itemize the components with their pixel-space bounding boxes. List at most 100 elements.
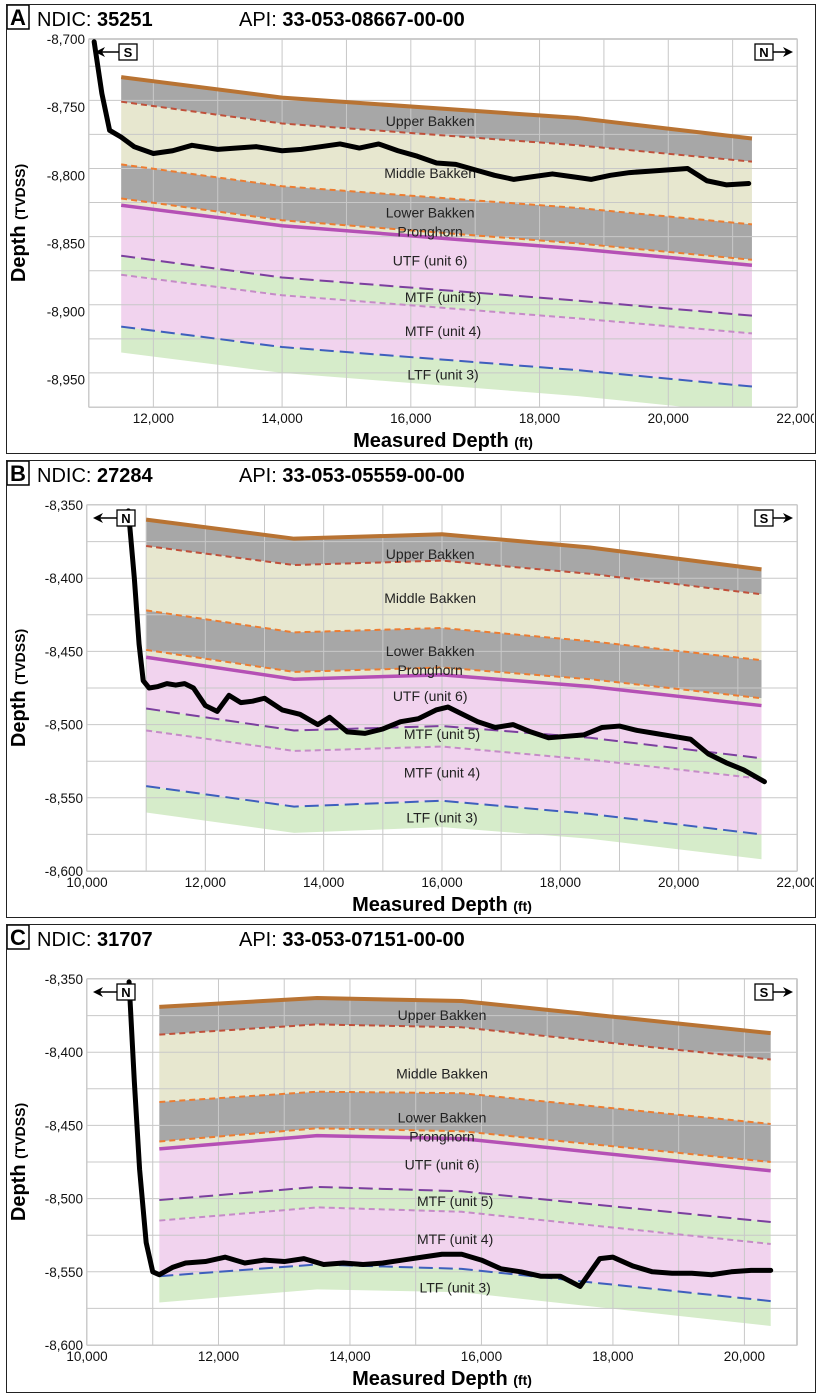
chart-b-svg: Upper Bakken Middle Bakken Lower Bakken Pro… <box>7 461 814 916</box>
unit-label-b-1: Middle Bakken <box>384 590 476 606</box>
y-tick-label-c-2: -8,450 <box>45 1118 83 1133</box>
middle-bakken-band-c <box>159 1024 771 1124</box>
mtf5-base-line-c <box>159 1206 771 1245</box>
y-axis-title-main-c: Depth <box>8 1159 30 1221</box>
y-tick-label-a-3: -8,850 <box>47 236 85 251</box>
direction-left-c: N <box>93 983 136 1001</box>
panel-letter-box-c <box>7 925 30 950</box>
unit-label-a-5: MTF (unit 5) <box>405 289 481 305</box>
upper-bakken-base-line-c <box>159 1023 771 1061</box>
wellbore-path-a <box>91 39 752 188</box>
panel-letter-c: C <box>10 925 26 950</box>
direction-left-label-c: N <box>121 985 130 1000</box>
middle-bakken-base-line-c <box>159 1090 771 1125</box>
header-c: NDIC: 31707 API: 33-053-07151-00-00 <box>37 929 465 951</box>
y-tick-label-c-3: -8,500 <box>45 1192 83 1207</box>
x-axis-title-main-c: Measured Depth <box>352 1368 513 1390</box>
x-tick-label-c-0: 10,000 <box>66 1349 107 1364</box>
y-axis-title-unit-b: (TVDSS) <box>12 629 28 685</box>
unit-label-c-7: LTF (unit 3) <box>419 1279 490 1295</box>
y-tick-label-c-0: -8,350 <box>45 972 83 987</box>
direction-right-label-b: S <box>760 511 769 526</box>
unit-label-c-1: Middle Bakken <box>396 1066 488 1082</box>
mtf4-band-b <box>146 730 762 835</box>
x-tick-label-a-3: 18,000 <box>519 411 560 426</box>
y-tick-label-c-4: -8,550 <box>45 1265 83 1280</box>
y-tick-label-b-3: -8,500 <box>45 718 83 733</box>
pronghorn-line-a <box>120 203 753 267</box>
direction-left-b: N <box>93 509 136 527</box>
upper-bakken-top-line-a <box>120 75 753 141</box>
mtf4-base-line-b <box>146 785 762 836</box>
mtf4-base-line-a <box>121 325 753 388</box>
y-tick-label-a-1: -8,750 <box>47 100 85 115</box>
lower-bakken-band-c <box>159 1091 771 1162</box>
upper-bakken-base-line-b <box>146 545 762 596</box>
unit-label-b-4: UTF (unit 6) <box>393 688 468 704</box>
direction-left-label-a: S <box>124 45 133 60</box>
y-axis-title-a: Depth (TVDSS) <box>8 164 30 282</box>
middle-bakken-base-line-b <box>146 609 762 662</box>
lower-bakken-base-line-a <box>121 197 753 261</box>
x-axis-title-b: Measured Depth (ft) <box>352 894 532 916</box>
unit-label-a-7: LTF (unit 3) <box>407 367 478 383</box>
direction-left-a: S <box>95 43 138 61</box>
direction-left-box-a <box>118 43 138 61</box>
unit-label-a-3: Pronghorn <box>397 224 462 240</box>
api-label-b: API: <box>239 465 282 487</box>
y-tick-label-c-1: -8,400 <box>45 1045 83 1060</box>
x-tick-label-a-4: 20,000 <box>648 411 689 426</box>
y-axis-title-c: Depth (TVDSS) <box>8 1103 30 1221</box>
direction-right-c: S <box>754 983 793 1001</box>
mtf4-base-line-c <box>159 1263 771 1303</box>
direction-left-box-b <box>116 509 136 527</box>
upper-bakken-base-line-a <box>121 100 753 163</box>
unit-label-b-0: Upper Bakken <box>386 546 475 562</box>
pronghorn-band-a <box>121 198 752 266</box>
upper-bakken-top-line-c <box>159 996 771 1036</box>
x-tick-label-a-2: 16,000 <box>390 411 431 426</box>
utf-base-line-b <box>146 707 762 760</box>
x-tick-label-a-0: 12,000 <box>133 411 174 426</box>
unit-label-c-2: Lower Bakken <box>398 1109 487 1125</box>
chart-a-svg: Upper Bakken Middle Bakken Lower Bakken Pro… <box>7 5 814 452</box>
chart-c-svg: Upper Bakken Middle Bakken Lower Bakken Pro… <box>7 925 798 1390</box>
unit-label-c-6: MTF (unit 4) <box>417 1231 493 1247</box>
mtf5-base-line-a <box>121 273 753 335</box>
mtf5-band-c <box>159 1186 771 1244</box>
panel-letter-box-b <box>7 461 30 486</box>
wellbore-path-c <box>126 979 774 1289</box>
plot-group-c: Upper Bakken Middle Bakken Lower Bakken Pro… <box>87 979 797 1345</box>
plot-group-a: Upper Bakken Middle Bakken Lower Bakken Pro… <box>89 39 797 407</box>
unit-label-b-6: MTF (unit 4) <box>404 764 480 780</box>
ndic-value-b: 27284 <box>97 465 153 487</box>
x-axis-title-main-a: Measured Depth <box>353 430 514 452</box>
ndic-value-a: 35251 <box>97 9 153 31</box>
lower-bakken-band-a <box>121 164 752 260</box>
ltf-band-b <box>146 786 762 860</box>
panel-c: Upper Bakken Middle Bakken Lower Bakken Pro… <box>6 924 816 1393</box>
y-tick-label-a-0: -8,700 <box>47 32 85 47</box>
plot-group-b: Upper Bakken Middle Bakken Lower Bakken Pro… <box>87 505 797 871</box>
x-tick-label-c-1: 12,000 <box>198 1349 239 1364</box>
middle-bakken-base-line-a <box>121 163 753 226</box>
y-tick-label-a-5: -8,950 <box>47 373 85 388</box>
y-tick-label-b-1: -8,400 <box>45 571 83 586</box>
utf-band-c <box>159 1135 771 1223</box>
x-tick-label-c-4: 18,000 <box>592 1349 633 1364</box>
y-tick-label-b-0: -8,350 <box>45 498 83 513</box>
x-axis-title-unit-a: (ft) <box>514 434 533 450</box>
utf-base-line-a <box>121 254 753 317</box>
api-label-c: API: <box>239 929 282 951</box>
x-axis-title-a: Measured Depth (ft) <box>353 430 533 452</box>
x-axis-title-unit-b: (ft) <box>513 898 532 914</box>
unit-label-a-2: Lower Bakken <box>386 205 475 221</box>
y-tick-label-a-4: -8,900 <box>47 305 85 320</box>
x-tick-label-b-6: 22,000 <box>776 875 814 890</box>
unit-label-c-3: Pronghorn <box>409 1129 474 1145</box>
y-tick-label-b-4: -8,550 <box>45 791 83 806</box>
unit-label-a-1: Middle Bakken <box>384 165 476 181</box>
unit-label-c-4: UTF (unit 6) <box>405 1156 480 1172</box>
header-a: NDIC: 35251 API: 33-053-08667-00-00 <box>37 9 465 31</box>
direction-right-a: N <box>754 43 793 61</box>
